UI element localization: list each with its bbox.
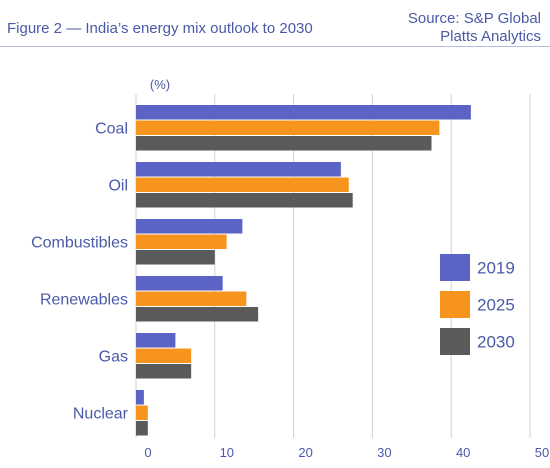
bar-coal-2019 xyxy=(136,105,471,120)
bar-gas-2030 xyxy=(136,364,192,379)
bar-gas-2019 xyxy=(136,333,176,348)
bar-oil-2019 xyxy=(136,162,341,177)
bar-combustibles-2030 xyxy=(136,250,215,265)
category-label-renewables: Renewables xyxy=(40,291,128,308)
bar-nuclear-2030 xyxy=(136,421,148,436)
legend: 2019 2025 2030 xyxy=(440,254,515,355)
x-tick-label: 40 xyxy=(456,445,470,460)
bar-combustibles-2025 xyxy=(136,234,227,249)
bar-gas-2025 xyxy=(136,348,192,363)
x-tick-label: 20 xyxy=(298,445,312,460)
x-tick-label: 10 xyxy=(220,445,234,460)
x-axis-ticks: 0 10 20 30 40 50 xyxy=(144,445,549,460)
bar-combustibles-2019 xyxy=(136,219,243,234)
bar-renewables-2030 xyxy=(136,307,259,322)
bar-oil-2025 xyxy=(136,177,349,192)
bar-renewables-2025 xyxy=(136,291,247,306)
legend-swatch-2030 xyxy=(440,328,470,355)
header-divider xyxy=(0,46,550,47)
bar-marks xyxy=(136,105,471,436)
category-label-combustibles: Combustibles xyxy=(31,234,128,251)
bar-nuclear-2019 xyxy=(136,390,144,405)
source-line-2: Platts Analytics xyxy=(440,28,541,45)
legend-swatch-2019 xyxy=(440,254,470,281)
source-line-1: Source: S&P Global xyxy=(407,10,541,27)
category-label-nuclear: Nuclear xyxy=(73,405,129,422)
category-label-oil: Oil xyxy=(108,177,128,194)
bar-coal-2025 xyxy=(136,120,440,135)
legend-swatch-2025 xyxy=(440,291,470,318)
category-label-coal: Coal xyxy=(95,120,128,137)
x-tick-label: 0 xyxy=(144,445,151,460)
bar-renewables-2019 xyxy=(136,276,223,291)
x-tick-label: 30 xyxy=(377,445,391,460)
bar-oil-2030 xyxy=(136,193,353,208)
legend-label-2025: 2025 xyxy=(477,296,515,315)
unit-label: (%) xyxy=(150,77,170,92)
bar-coal-2030 xyxy=(136,136,432,151)
source-note: Source: S&P Global Platts Analytics xyxy=(341,10,541,46)
bar-nuclear-2025 xyxy=(136,405,148,420)
category-label-gas: Gas xyxy=(99,348,128,365)
legend-label-2030: 2030 xyxy=(477,333,515,352)
x-tick-label: 50 xyxy=(535,445,549,460)
legend-label-2019: 2019 xyxy=(477,259,515,278)
figure-title: Figure 2 — India’s energy mix outlook to… xyxy=(7,20,313,37)
category-labels: Coal Oil Combustibles Renewables Gas Nuclear xyxy=(31,120,129,422)
